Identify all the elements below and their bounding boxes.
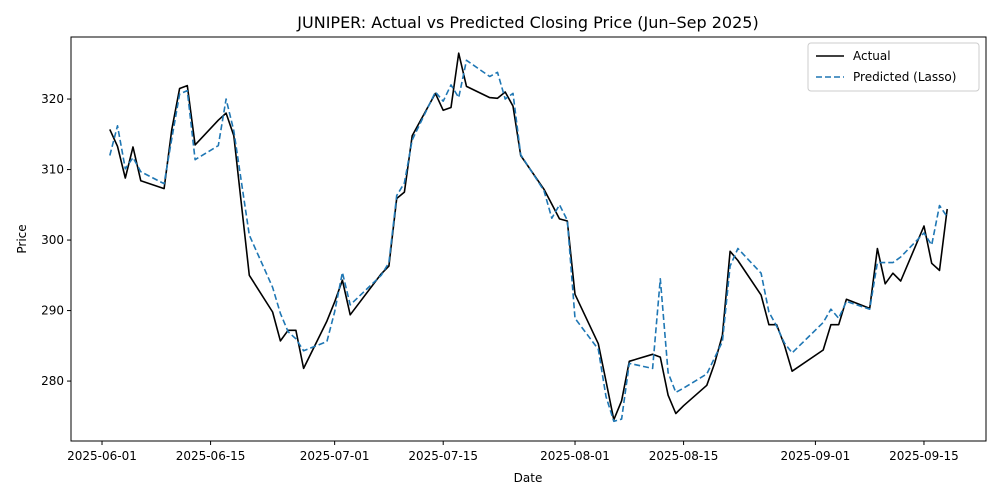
x-tick-label: 2025-07-01 — [300, 449, 370, 463]
x-tick-label: 2025-08-15 — [649, 449, 719, 463]
y-tick-label: 310 — [41, 163, 64, 177]
x-tick-label: 2025-09-01 — [781, 449, 851, 463]
y-tick-label: 280 — [41, 374, 64, 388]
x-tick-label: 2025-09-15 — [889, 449, 959, 463]
legend-label-predicted: Predicted (Lasso) — [853, 70, 956, 84]
y-tick-label: 290 — [41, 304, 64, 318]
legend-box — [807, 42, 980, 92]
y-axis-label: Price — [15, 224, 29, 253]
legend-label-actual: Actual — [853, 49, 891, 63]
y-tick-label: 320 — [41, 92, 64, 106]
plot-area — [70, 36, 987, 442]
x-axis-ticks: 2025-06-01 2025-06-15 2025-07-01 2025-07-15… — [67, 441, 959, 463]
chart-title: JUNIPER: Actual vs Predicted Closing Pri… — [296, 13, 758, 32]
x-tick-label: 2025-06-01 — [67, 449, 137, 463]
x-tick-label: 2025-06-15 — [176, 449, 246, 463]
legend: Actual Predicted (Lasso) — [807, 42, 980, 92]
x-axis-label: Date — [514, 471, 543, 485]
series-lines — [109, 52, 948, 423]
y-axis-ticks: 280 290 300 310 320 — [41, 92, 71, 388]
x-tick-label: 2025-07-15 — [408, 449, 478, 463]
series-line-predicted — [109, 59, 948, 423]
x-tick-label: 2025-08-01 — [540, 449, 610, 463]
y-tick-label: 300 — [41, 233, 64, 247]
